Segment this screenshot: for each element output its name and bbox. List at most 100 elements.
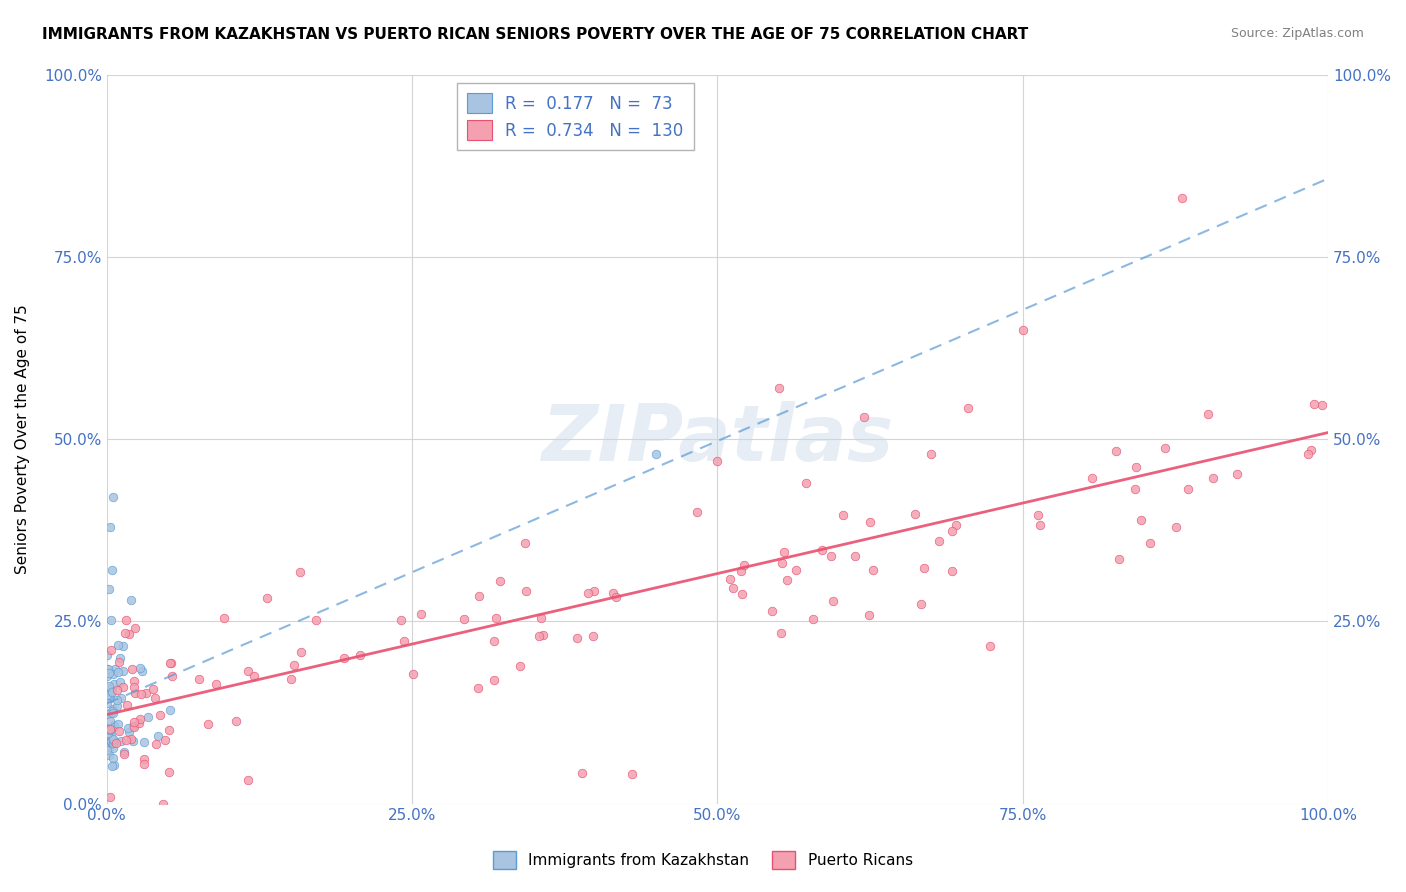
Point bbox=[733, 558, 755, 573]
Point bbox=[117, 698, 139, 713]
Point bbox=[121, 733, 143, 747]
Point bbox=[197, 717, 219, 731]
Point bbox=[98, 721, 121, 735]
Point bbox=[582, 629, 605, 643]
Point bbox=[411, 607, 433, 622]
Point bbox=[112, 747, 135, 762]
Point bbox=[129, 687, 152, 701]
Point bbox=[1011, 323, 1033, 337]
Point bbox=[401, 666, 423, 681]
Point bbox=[96, 742, 118, 756]
Point bbox=[100, 563, 122, 577]
Point bbox=[97, 662, 120, 676]
Point bbox=[129, 713, 152, 727]
Point bbox=[100, 729, 122, 743]
Point bbox=[98, 722, 121, 736]
Point bbox=[142, 682, 165, 697]
Point bbox=[243, 669, 266, 683]
Point bbox=[97, 725, 120, 739]
Point bbox=[101, 704, 124, 718]
Point bbox=[468, 589, 491, 603]
Point bbox=[134, 734, 156, 748]
Point bbox=[859, 516, 882, 530]
Point bbox=[1153, 441, 1175, 455]
Point bbox=[620, 767, 643, 781]
Point bbox=[100, 735, 122, 749]
Point bbox=[1123, 482, 1146, 496]
Point bbox=[531, 627, 554, 641]
Point bbox=[288, 566, 311, 580]
Point bbox=[236, 772, 259, 787]
Point bbox=[97, 706, 120, 721]
Point bbox=[941, 564, 963, 578]
Point bbox=[853, 410, 876, 425]
Point bbox=[146, 729, 169, 743]
Point bbox=[124, 621, 146, 635]
Point bbox=[333, 650, 356, 665]
Point bbox=[98, 790, 121, 805]
Point bbox=[100, 519, 122, 533]
Point bbox=[820, 549, 842, 564]
Point bbox=[96, 727, 118, 741]
Point bbox=[578, 585, 600, 599]
Point bbox=[718, 572, 741, 586]
Point bbox=[290, 645, 312, 659]
Point bbox=[105, 682, 128, 697]
Point bbox=[571, 766, 593, 780]
Point bbox=[1028, 517, 1050, 532]
Point bbox=[103, 677, 125, 691]
Point bbox=[761, 604, 783, 618]
Point bbox=[131, 664, 153, 678]
Point bbox=[152, 797, 174, 811]
Point bbox=[862, 563, 884, 577]
Point bbox=[124, 674, 146, 689]
Point bbox=[98, 723, 121, 737]
Point bbox=[529, 629, 551, 643]
Point bbox=[1026, 508, 1049, 523]
Point bbox=[686, 505, 709, 519]
Point bbox=[920, 447, 942, 461]
Point bbox=[103, 758, 125, 772]
Point bbox=[114, 626, 136, 640]
Point bbox=[100, 685, 122, 699]
Point bbox=[858, 608, 880, 623]
Point bbox=[1139, 536, 1161, 550]
Point bbox=[108, 651, 131, 665]
Point bbox=[305, 613, 328, 627]
Point bbox=[103, 734, 125, 748]
Point bbox=[1299, 443, 1322, 458]
Point bbox=[96, 688, 118, 702]
Point bbox=[785, 563, 807, 577]
Point bbox=[101, 667, 124, 681]
Point bbox=[112, 745, 135, 759]
Point bbox=[107, 717, 129, 731]
Point bbox=[98, 747, 121, 762]
Point bbox=[225, 714, 247, 728]
Point bbox=[97, 688, 120, 702]
Point bbox=[956, 401, 979, 416]
Point bbox=[1170, 191, 1192, 205]
Point bbox=[135, 686, 157, 700]
Point bbox=[96, 730, 118, 744]
Point bbox=[1312, 398, 1334, 412]
Point bbox=[236, 664, 259, 678]
Point bbox=[96, 662, 118, 676]
Point bbox=[98, 582, 121, 596]
Point bbox=[515, 536, 537, 550]
Point bbox=[768, 381, 790, 395]
Point bbox=[1125, 460, 1147, 475]
Point bbox=[941, 524, 963, 538]
Point bbox=[104, 662, 127, 676]
Point bbox=[489, 574, 512, 589]
Text: ZIPatlas: ZIPatlas bbox=[541, 401, 894, 477]
Point bbox=[122, 715, 145, 730]
Point bbox=[101, 732, 124, 747]
Point bbox=[110, 734, 132, 748]
Point bbox=[979, 639, 1001, 653]
Point bbox=[108, 724, 131, 739]
Point bbox=[205, 677, 228, 691]
Point bbox=[1129, 513, 1152, 527]
Point bbox=[103, 736, 125, 750]
Point bbox=[121, 662, 143, 676]
Point bbox=[730, 564, 752, 578]
